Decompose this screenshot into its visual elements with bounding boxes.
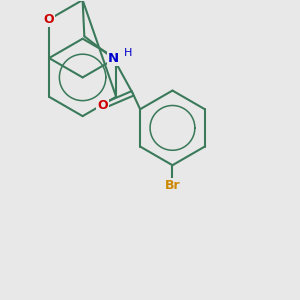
Text: O: O	[97, 99, 108, 112]
Text: Br: Br	[165, 179, 180, 192]
Text: N: N	[108, 52, 119, 65]
Text: O: O	[44, 13, 54, 26]
Text: H: H	[123, 47, 132, 58]
